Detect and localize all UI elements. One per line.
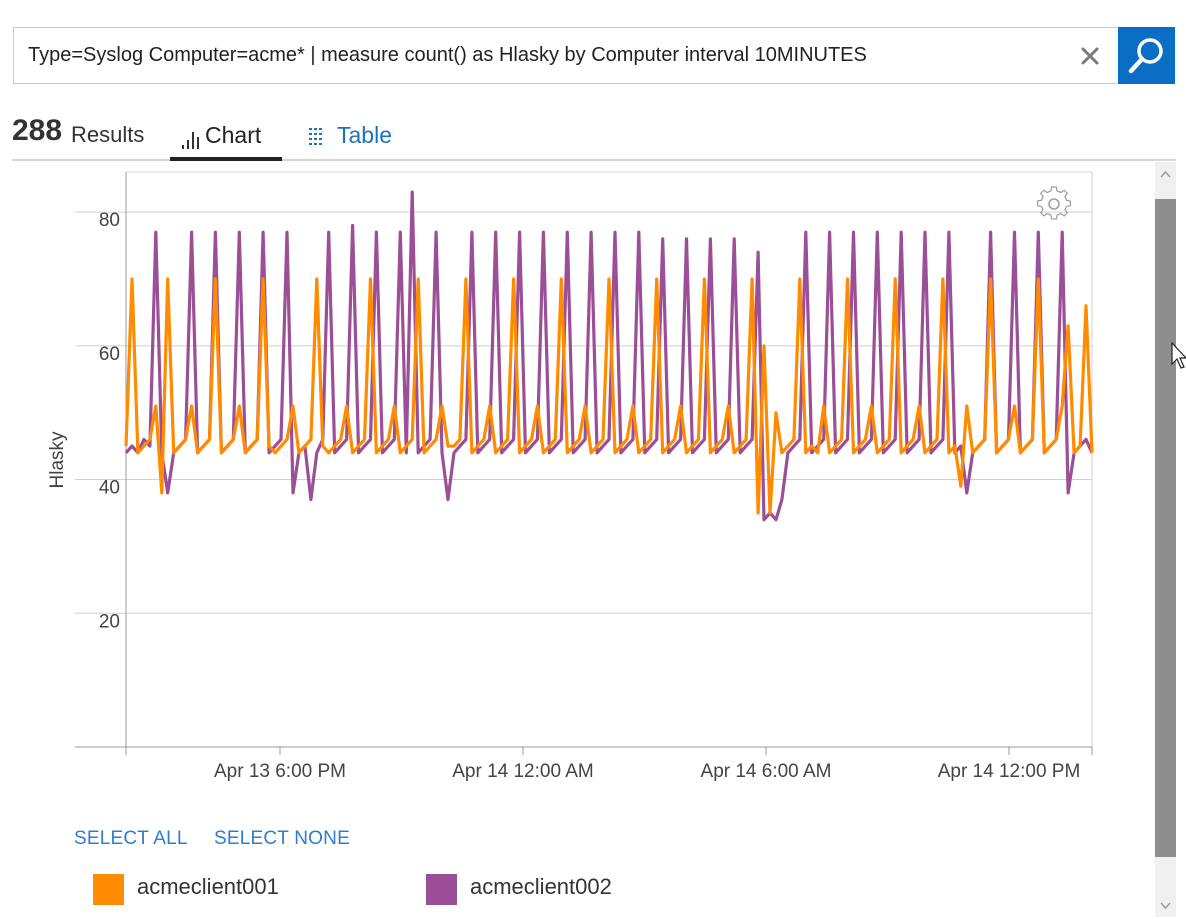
x-tick-label: Apr 14 6:00 AM — [701, 761, 832, 782]
mouse-cursor-icon — [1171, 342, 1186, 369]
active-tab-indicator — [170, 157, 282, 161]
x-tick-label: Apr 14 12:00 PM — [938, 761, 1081, 782]
y-tick-label: 60 — [99, 344, 120, 365]
x-tick-label: Apr 13 6:00 PM — [214, 761, 346, 782]
x-tick-label: Apr 14 12:00 AM — [452, 761, 594, 782]
search-bar — [13, 27, 1117, 84]
search-icon — [1128, 38, 1163, 74]
tab-table-label: Table — [337, 122, 392, 148]
table-icon — [309, 128, 322, 145]
series-line-acmeclient001 — [124, 277, 1094, 515]
tab-table[interactable]: Table — [308, 120, 408, 160]
tabs-divider — [12, 159, 1176, 161]
results-count: 288 — [12, 114, 63, 147]
y-tick-label: 40 — [99, 478, 120, 499]
chart-axes — [75, 172, 1093, 755]
chart-grid — [75, 171, 1093, 755]
tab-chart-label: Chart — [205, 122, 262, 148]
legend-label: acmeclient002 — [470, 874, 612, 899]
chart-icon — [182, 132, 199, 149]
select-all-button[interactable]: SELECT ALL — [74, 828, 188, 849]
tab-chart[interactable]: Chart — [170, 120, 282, 160]
scroll-up-icon[interactable] — [1155, 162, 1176, 186]
scrollbar[interactable] — [1155, 162, 1176, 917]
y-axis-label: Hlasky — [47, 431, 68, 489]
gear-icon[interactable] — [1036, 186, 1072, 220]
results-label: Results — [71, 122, 145, 147]
legend-swatch — [426, 874, 457, 905]
legend-swatch — [93, 874, 124, 905]
close-icon[interactable] — [1077, 43, 1103, 69]
scrollbar-thumb[interactable] — [1155, 199, 1176, 857]
scroll-down-icon[interactable] — [1155, 893, 1176, 917]
select-none-button[interactable]: SELECT NONE — [214, 828, 350, 849]
chart-series — [124, 190, 1094, 522]
line-chart: 20 40 60 80 Apr 13 6:00 PM Apr 14 12:00 AM Apr… — [47, 171, 1094, 782]
series-line-acmeclient002 — [124, 190, 1094, 522]
y-tick-label: 80 — [99, 210, 120, 231]
search-button[interactable] — [1118, 27, 1175, 84]
y-tick-label: 20 — [99, 611, 120, 632]
chart-labels: 20 40 60 80 Apr 13 6:00 PM Apr 14 12:00 AM Apr… — [47, 210, 1080, 782]
search-input[interactable] — [28, 28, 1058, 83]
legend-label: acmeclient001 — [137, 874, 279, 899]
